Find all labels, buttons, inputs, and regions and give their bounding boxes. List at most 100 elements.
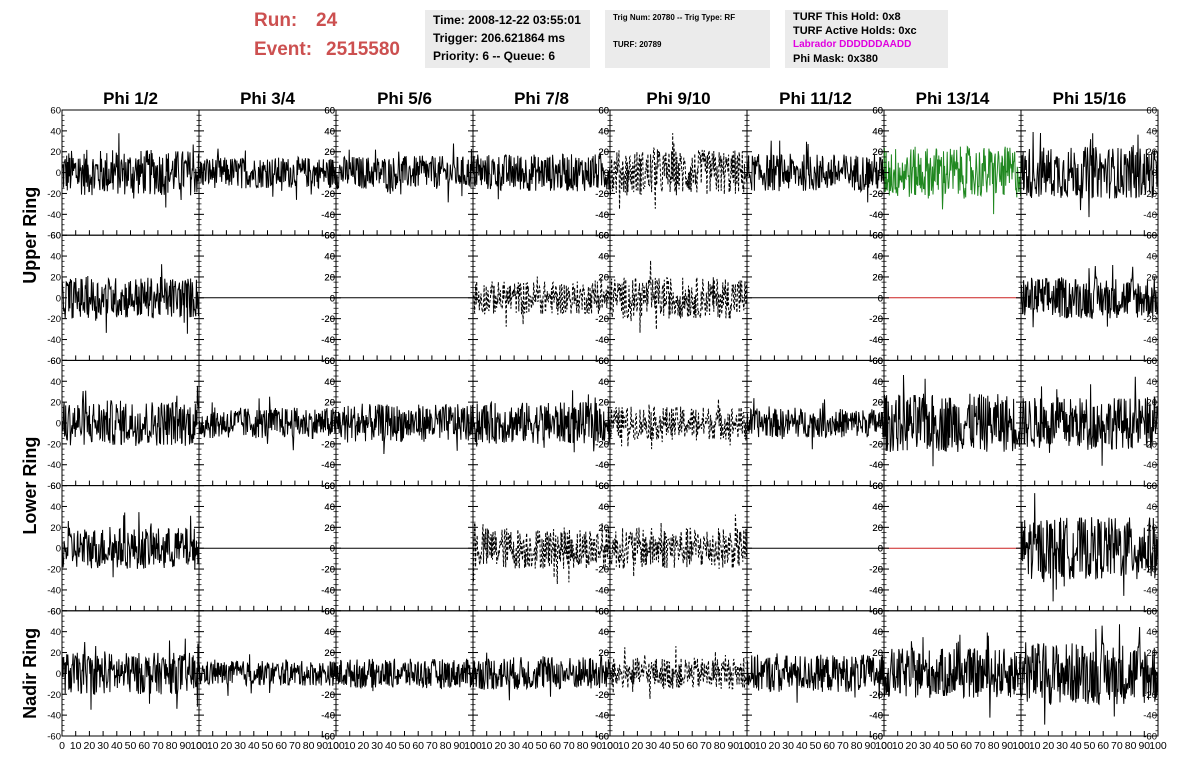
y-tick-label: -20 bbox=[321, 690, 335, 701]
y-tick-label: -20 bbox=[595, 439, 609, 450]
y-tick-label: 0 bbox=[878, 168, 883, 179]
y-tick-label: 40 bbox=[1146, 502, 1157, 513]
y-tick-label: 20 bbox=[598, 523, 609, 534]
x-tick-label: 0 bbox=[1018, 740, 1024, 752]
y-tick-label: -60 bbox=[595, 732, 609, 743]
x-tick-label: 80 bbox=[577, 740, 589, 752]
x-tick-label: 50 bbox=[947, 740, 959, 752]
y-tick-label: 60 bbox=[50, 106, 61, 117]
waveform-grid-chart: Phi 1/2 Phi 3/4 Phi 5/6 Phi 7/8 Phi 9/10 Phi … bbox=[20, 89, 1167, 752]
y-tick-label: -40 bbox=[1143, 460, 1157, 471]
y-tick-label: 20 bbox=[872, 147, 883, 158]
y-tick-label: 60 bbox=[1146, 356, 1157, 367]
y-tick-label: 20 bbox=[324, 147, 335, 158]
y-tick-label: -20 bbox=[595, 690, 609, 701]
y-tick-label: -60 bbox=[321, 356, 335, 367]
y-tick-label: 0 bbox=[330, 293, 335, 304]
x-tick-label: 90 bbox=[1138, 740, 1150, 752]
x-tick-label: 70 bbox=[426, 740, 438, 752]
y-tick-label: 40 bbox=[1146, 126, 1157, 137]
x-tick-label: 100 bbox=[875, 740, 893, 752]
y-tick-label: 0 bbox=[1152, 168, 1157, 179]
y-tick-label: -20 bbox=[869, 314, 883, 325]
y-tick-label: -40 bbox=[595, 711, 609, 722]
trigger-line: Trigger: 206.621864 ms bbox=[433, 31, 566, 45]
event-value: 2515580 bbox=[326, 39, 400, 60]
y-tick-label: 40 bbox=[324, 627, 335, 638]
y-tick-label: 40 bbox=[872, 377, 883, 388]
y-tick-label: 60 bbox=[598, 356, 609, 367]
y-tick-label: 0 bbox=[604, 293, 609, 304]
y-tick-label: -20 bbox=[595, 189, 609, 200]
y-tick-label: -20 bbox=[869, 439, 883, 450]
column-title: Phi 13/14 bbox=[916, 89, 990, 108]
y-tick-label: 20 bbox=[324, 523, 335, 534]
ring-label: Lower Ring bbox=[20, 437, 40, 535]
x-tick-label: 60 bbox=[138, 740, 150, 752]
waveform-trace bbox=[883, 145, 1022, 215]
y-tick-label: -40 bbox=[321, 335, 335, 346]
y-tick-label: 40 bbox=[324, 126, 335, 137]
y-tick-label: -20 bbox=[47, 439, 61, 450]
y-tick-label: 0 bbox=[330, 419, 335, 430]
waveform-trace bbox=[335, 403, 474, 455]
y-tick-label: 40 bbox=[324, 627, 335, 638]
y-tick-label: 60 bbox=[872, 606, 883, 617]
y-tick-label: 0 bbox=[56, 544, 61, 555]
y-tick-label: -20 bbox=[869, 189, 883, 200]
waveform-trace bbox=[472, 390, 611, 453]
x-tick-label: 0 bbox=[333, 740, 339, 752]
y-tick-label: -40 bbox=[869, 210, 883, 221]
y-tick-label: 20 bbox=[598, 648, 609, 659]
y-tick-label: 20 bbox=[872, 398, 883, 409]
y-tick-label: -40 bbox=[869, 711, 883, 722]
waveform-trace bbox=[198, 396, 337, 451]
y-tick-label: 20 bbox=[598, 272, 609, 283]
y-tick-label: -60 bbox=[595, 606, 609, 617]
y-tick-label: -60 bbox=[321, 732, 335, 743]
x-tick-label: 90 bbox=[727, 740, 739, 752]
y-tick-label: 20 bbox=[50, 272, 61, 283]
y-tick-label: 0 bbox=[330, 544, 335, 555]
y-tick-label: 40 bbox=[872, 252, 883, 263]
waveform-trace bbox=[472, 276, 611, 327]
y-tick-label: 0 bbox=[604, 669, 609, 680]
x-tick-label: 10 bbox=[1029, 740, 1041, 752]
y-tick-label: -60 bbox=[321, 481, 335, 492]
x-tick-label: 60 bbox=[412, 740, 424, 752]
y-tick-label: -40 bbox=[869, 585, 883, 596]
y-tick-label: 20 bbox=[324, 398, 335, 409]
waveform-trace bbox=[61, 264, 200, 334]
y-tick-label: 60 bbox=[324, 606, 335, 617]
y-tick-label: -40 bbox=[869, 460, 883, 471]
x-tick-label: 30 bbox=[508, 740, 520, 752]
time-line: Time: 2008-12-22 03:55:01 bbox=[433, 13, 581, 27]
y-tick-label: -20 bbox=[869, 314, 883, 325]
y-tick-label: -20 bbox=[1143, 565, 1157, 576]
y-tick-label: 0 bbox=[878, 544, 883, 555]
y-tick-label: 60 bbox=[598, 231, 609, 242]
x-tick-label: 10 bbox=[618, 740, 630, 752]
y-tick-label: 60 bbox=[598, 356, 609, 367]
y-tick-label: -40 bbox=[869, 210, 883, 221]
y-tick-label: 20 bbox=[598, 398, 609, 409]
x-tick-label: 90 bbox=[864, 740, 876, 752]
y-tick-label: 0 bbox=[878, 544, 883, 555]
x-tick-label: 20 bbox=[769, 740, 781, 752]
y-tick-label: 0 bbox=[878, 293, 883, 304]
y-tick-label: 0 bbox=[604, 544, 609, 555]
y-tick-label: -60 bbox=[595, 231, 609, 242]
y-tick-label: -20 bbox=[595, 314, 609, 325]
y-tick-label: 0 bbox=[1152, 544, 1157, 555]
y-tick-label: -40 bbox=[595, 335, 609, 346]
y-tick-label: -60 bbox=[1143, 231, 1157, 242]
waveform-trace bbox=[609, 260, 748, 333]
waveform-trace bbox=[746, 140, 885, 203]
y-tick-label: -60 bbox=[595, 356, 609, 367]
y-tick-label: 40 bbox=[872, 126, 883, 137]
y-tick-label: 40 bbox=[324, 502, 335, 513]
y-tick-label: -40 bbox=[869, 335, 883, 346]
y-tick-label: 40 bbox=[1146, 252, 1157, 263]
waveform-trace bbox=[1020, 376, 1159, 466]
x-tick-label: 20 bbox=[906, 740, 918, 752]
